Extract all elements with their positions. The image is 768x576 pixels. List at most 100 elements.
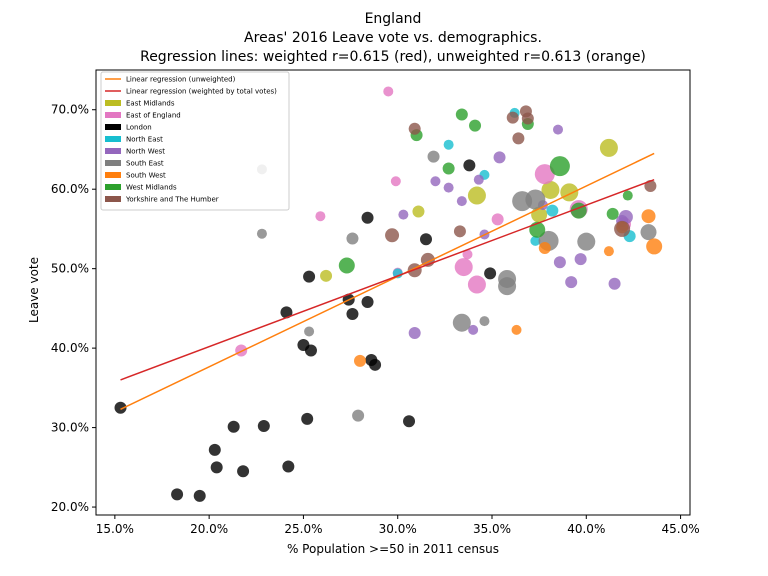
legend-color-swatch xyxy=(105,100,121,106)
point-london xyxy=(257,420,270,432)
point-yorkshire-and-the-humber xyxy=(521,112,534,125)
point-south-east xyxy=(479,316,490,327)
point-south-east xyxy=(525,189,546,210)
point-north-east xyxy=(546,204,559,217)
point-south-west xyxy=(641,209,656,224)
point-yorkshire-and-the-humber xyxy=(644,180,657,193)
x-tick-label: 40.0% xyxy=(567,522,605,536)
point-west-midlands xyxy=(606,207,619,220)
y-axis-label: Leave vote xyxy=(27,257,41,323)
legend-entry-label: West Midlands xyxy=(126,184,177,192)
point-north-west xyxy=(553,256,566,269)
point-london xyxy=(301,412,314,425)
point-north-west xyxy=(608,277,621,290)
point-london xyxy=(403,415,416,428)
point-london xyxy=(114,401,127,414)
point-west-midlands xyxy=(469,119,482,132)
chart-title: England xyxy=(365,11,422,27)
legend-entry-label: South East xyxy=(126,160,164,168)
point-north-west xyxy=(553,124,563,135)
point-east-of-england xyxy=(462,249,473,260)
point-yorkshire-and-the-humber xyxy=(506,111,519,124)
point-south-east xyxy=(346,232,359,245)
x-axis-label: % Population >=50 in 2011 census xyxy=(287,542,499,556)
point-london xyxy=(208,443,221,456)
legend-entry-label: London xyxy=(126,124,152,132)
point-yorkshire-and-the-humber xyxy=(614,220,631,237)
chart-subtitle: Areas' 2016 Leave vote vs. demographics. xyxy=(244,30,542,46)
point-london xyxy=(369,358,382,371)
point-london xyxy=(237,465,250,478)
point-north-west xyxy=(398,209,409,220)
legend-color-swatch xyxy=(105,112,121,118)
point-london xyxy=(210,461,223,474)
x-tick-label: 20.0% xyxy=(190,522,228,536)
y-tick-label: 50.0% xyxy=(51,262,89,276)
regression-line-unweighted xyxy=(120,152,655,410)
point-north-east xyxy=(530,235,541,246)
legend-color-swatch xyxy=(105,160,121,166)
point-west-midlands xyxy=(549,156,570,177)
point-south-west xyxy=(511,324,522,335)
point-south-east xyxy=(498,277,517,296)
y-tick-label: 70.0% xyxy=(51,103,89,117)
point-west-midlands xyxy=(338,257,355,274)
point-north-east xyxy=(443,139,454,150)
point-south-west xyxy=(603,246,614,257)
point-london xyxy=(280,306,293,319)
point-east-midlands xyxy=(599,138,618,157)
legend-entry-label: North East xyxy=(126,136,163,144)
point-yorkshire-and-the-humber xyxy=(512,132,525,145)
x-tick-label: 25.0% xyxy=(284,522,322,536)
point-london xyxy=(361,296,374,309)
legend-color-swatch xyxy=(105,124,121,130)
plot-area: 15.0% 20.0% 25.0% 30.0% 35.0% 40.0% 45.0% 20.0%… xyxy=(51,69,700,536)
point-london xyxy=(463,159,476,172)
x-tick-label: 15.0% xyxy=(96,522,134,536)
y-tick-label: 30.0% xyxy=(51,421,89,435)
legend-entry-label: East Midlands xyxy=(126,100,175,108)
y-tick-label: 40.0% xyxy=(51,341,89,355)
point-south-west xyxy=(646,238,663,255)
point-yorkshire-and-the-humber xyxy=(385,228,400,243)
point-north-west xyxy=(473,174,484,185)
legend-color-swatch xyxy=(105,172,121,178)
point-east-of-england xyxy=(390,176,401,187)
point-east-of-england xyxy=(383,86,394,97)
legend-box xyxy=(100,71,290,211)
point-east-of-england xyxy=(491,213,504,226)
x-tick-label: 35.0% xyxy=(473,522,511,536)
legend-color-swatch xyxy=(105,136,121,142)
point-east-of-england xyxy=(315,211,326,222)
point-london xyxy=(346,307,359,320)
point-south-east xyxy=(577,232,596,251)
point-yorkshire-and-the-humber xyxy=(408,122,421,135)
y-tick-label: 20.0% xyxy=(51,500,89,514)
point-east-midlands xyxy=(412,205,425,218)
point-south-east xyxy=(640,224,657,241)
point-north-west xyxy=(493,151,506,164)
point-south-east xyxy=(452,313,471,332)
point-south-east xyxy=(256,228,267,239)
point-london xyxy=(303,270,316,283)
point-north-west xyxy=(468,324,479,335)
point-east-midlands xyxy=(541,180,560,199)
point-north-west xyxy=(408,327,421,340)
point-north-west xyxy=(618,210,633,225)
point-north-west xyxy=(574,253,587,266)
legend-entry-label: Linear regression (weighted by total vot… xyxy=(126,88,277,96)
x-tick-label: 45.0% xyxy=(662,522,700,536)
point-north-west xyxy=(430,176,441,187)
point-london xyxy=(304,344,317,357)
point-west-midlands xyxy=(455,108,468,121)
point-east-of-england xyxy=(454,258,473,277)
chart-subtitle-regression: Regression lines: weighted r=0.615 (red)… xyxy=(140,49,646,65)
legend-color-swatch xyxy=(105,184,121,190)
point-east-of-england xyxy=(235,344,248,357)
point-london xyxy=(420,233,432,246)
legend-entry-label: East of England xyxy=(126,112,181,120)
point-london xyxy=(282,460,295,473)
point-london xyxy=(227,420,240,433)
point-south-east xyxy=(352,409,365,422)
